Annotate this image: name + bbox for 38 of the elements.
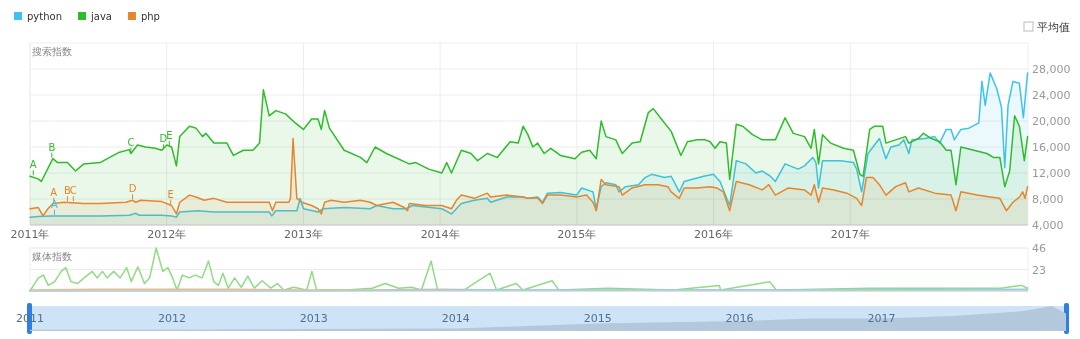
y-axis-title: 搜索指数 <box>32 46 72 57</box>
y-tick-label: 20,000 <box>1032 115 1071 128</box>
y-tick-label: 23 <box>1032 263 1046 277</box>
annotation: E <box>166 130 173 141</box>
x-tick-label: 2011年 <box>10 228 50 241</box>
annotation: D <box>128 183 137 195</box>
x-tick-label: 2015 <box>583 312 612 325</box>
x-tick-label: 2017 <box>867 312 896 325</box>
x-tick-label: 2014 <box>441 312 470 325</box>
y-tick-label: 4,000 <box>1032 219 1064 232</box>
y-tick-label: 46 <box>1032 242 1046 255</box>
annotation: A <box>29 159 37 171</box>
y-tick-label: 16,000 <box>1032 141 1071 154</box>
x-tick-label: 2013年 <box>283 228 323 241</box>
x-tick-label: 2014年 <box>420 228 460 241</box>
legend-label: python <box>27 11 62 22</box>
y-axis-title: 媒体指数 <box>32 251 72 262</box>
annotation: D <box>159 133 168 145</box>
legend-label: java <box>89 11 112 22</box>
x-tick-label: 2016年 <box>694 228 734 241</box>
x-tick-label: 2015年 <box>557 228 597 241</box>
annotation: A <box>50 186 58 198</box>
text: 平均值 <box>1037 21 1070 34</box>
x-tick-label: 2016 <box>725 312 754 325</box>
legend-label: php <box>140 11 160 22</box>
x-tick-label: 2012年 <box>147 228 187 241</box>
line-series <box>29 247 1029 292</box>
y-tick-label: 28,000 <box>1032 63 1071 76</box>
y-tick-label: 12,000 <box>1032 167 1071 180</box>
annotation: C <box>127 136 135 148</box>
y-tick-label: 24,000 <box>1032 89 1071 102</box>
annotation: B <box>48 141 56 153</box>
annotation: C <box>69 185 77 197</box>
x-tick-label: 2012 <box>157 312 186 325</box>
x-tick-label: 2013 <box>299 312 328 325</box>
annotation: E <box>167 188 174 200</box>
y-tick-label: 8,000 <box>1032 193 1064 206</box>
x-tick-label: 2017年 <box>830 228 870 241</box>
